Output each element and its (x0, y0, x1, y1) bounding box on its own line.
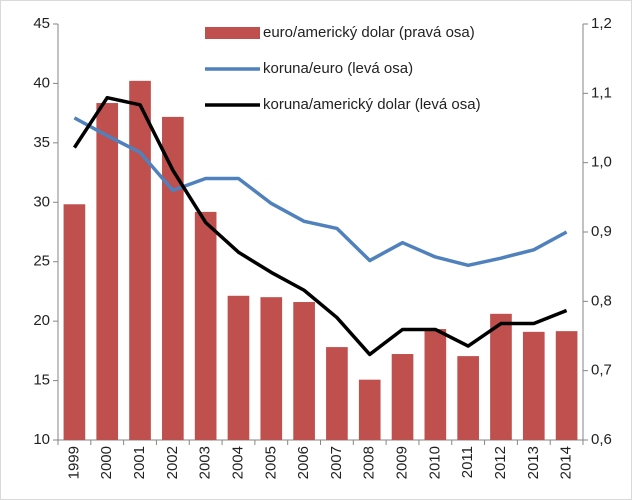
y2-tick-label: 1,1 (591, 84, 612, 101)
bar (129, 80, 151, 440)
legend-label: koruna/americký dolar (levá osa) (263, 96, 481, 113)
bar (96, 103, 119, 440)
bar (522, 331, 545, 440)
bar (293, 302, 315, 440)
y-tick-label: 30 (33, 193, 50, 210)
bar (457, 356, 479, 440)
bar (391, 354, 414, 440)
x-tick-label: 2004 (229, 446, 246, 479)
y-tick-label: 40 (33, 74, 50, 91)
y-tick-label: 10 (33, 431, 50, 448)
legend-label: koruna/euro (levá osa) (263, 60, 413, 77)
y2-tick-label: 0,8 (591, 292, 612, 309)
bar (326, 347, 348, 440)
y2-tick-label: 1,2 (591, 15, 612, 32)
bar (555, 331, 578, 440)
bar (424, 329, 447, 440)
x-tick-label: 2007 (328, 446, 345, 479)
y2-tick-label: 0,9 (591, 223, 612, 240)
bar (227, 295, 250, 440)
x-tick-label: 2013 (525, 446, 542, 479)
x-tick-label: 2003 (197, 446, 214, 479)
x-tick-label: 1999 (65, 446, 82, 479)
line (73, 116, 568, 268)
bar (194, 211, 217, 440)
bar (260, 297, 283, 440)
line (72, 95, 568, 357)
y-tick-label: 35 (33, 134, 50, 151)
x-tick-label: 2011 (459, 446, 476, 478)
y-tick-label: 20 (33, 312, 50, 329)
bar (162, 116, 184, 440)
x-tick-label: 2009 (394, 446, 411, 479)
x-tick-label: 2008 (361, 446, 378, 479)
legend-swatch (205, 27, 260, 39)
x-tick-label: 2012 (492, 446, 509, 479)
x-tick-label: 2006 (295, 446, 312, 479)
bar (358, 379, 381, 440)
x-tick-label: 2014 (558, 446, 575, 479)
bar (63, 204, 86, 440)
x-tick-label: 2002 (164, 446, 181, 479)
x-tick-label: 2001 (131, 446, 148, 479)
x-tick-label: 2010 (426, 446, 443, 479)
legend-label: euro/americký dolar (pravá osa) (263, 24, 475, 41)
y2-tick-label: 0,7 (591, 362, 612, 379)
bar (490, 313, 512, 440)
y-tick-label: 15 (33, 372, 50, 389)
x-tick-label: 2000 (98, 446, 115, 479)
y-tick-label: 45 (33, 15, 50, 32)
y-tick-label: 25 (33, 253, 50, 270)
y2-tick-label: 0,6 (591, 431, 612, 448)
y2-tick-label: 1,0 (591, 154, 612, 171)
x-tick-label: 2005 (262, 446, 279, 479)
